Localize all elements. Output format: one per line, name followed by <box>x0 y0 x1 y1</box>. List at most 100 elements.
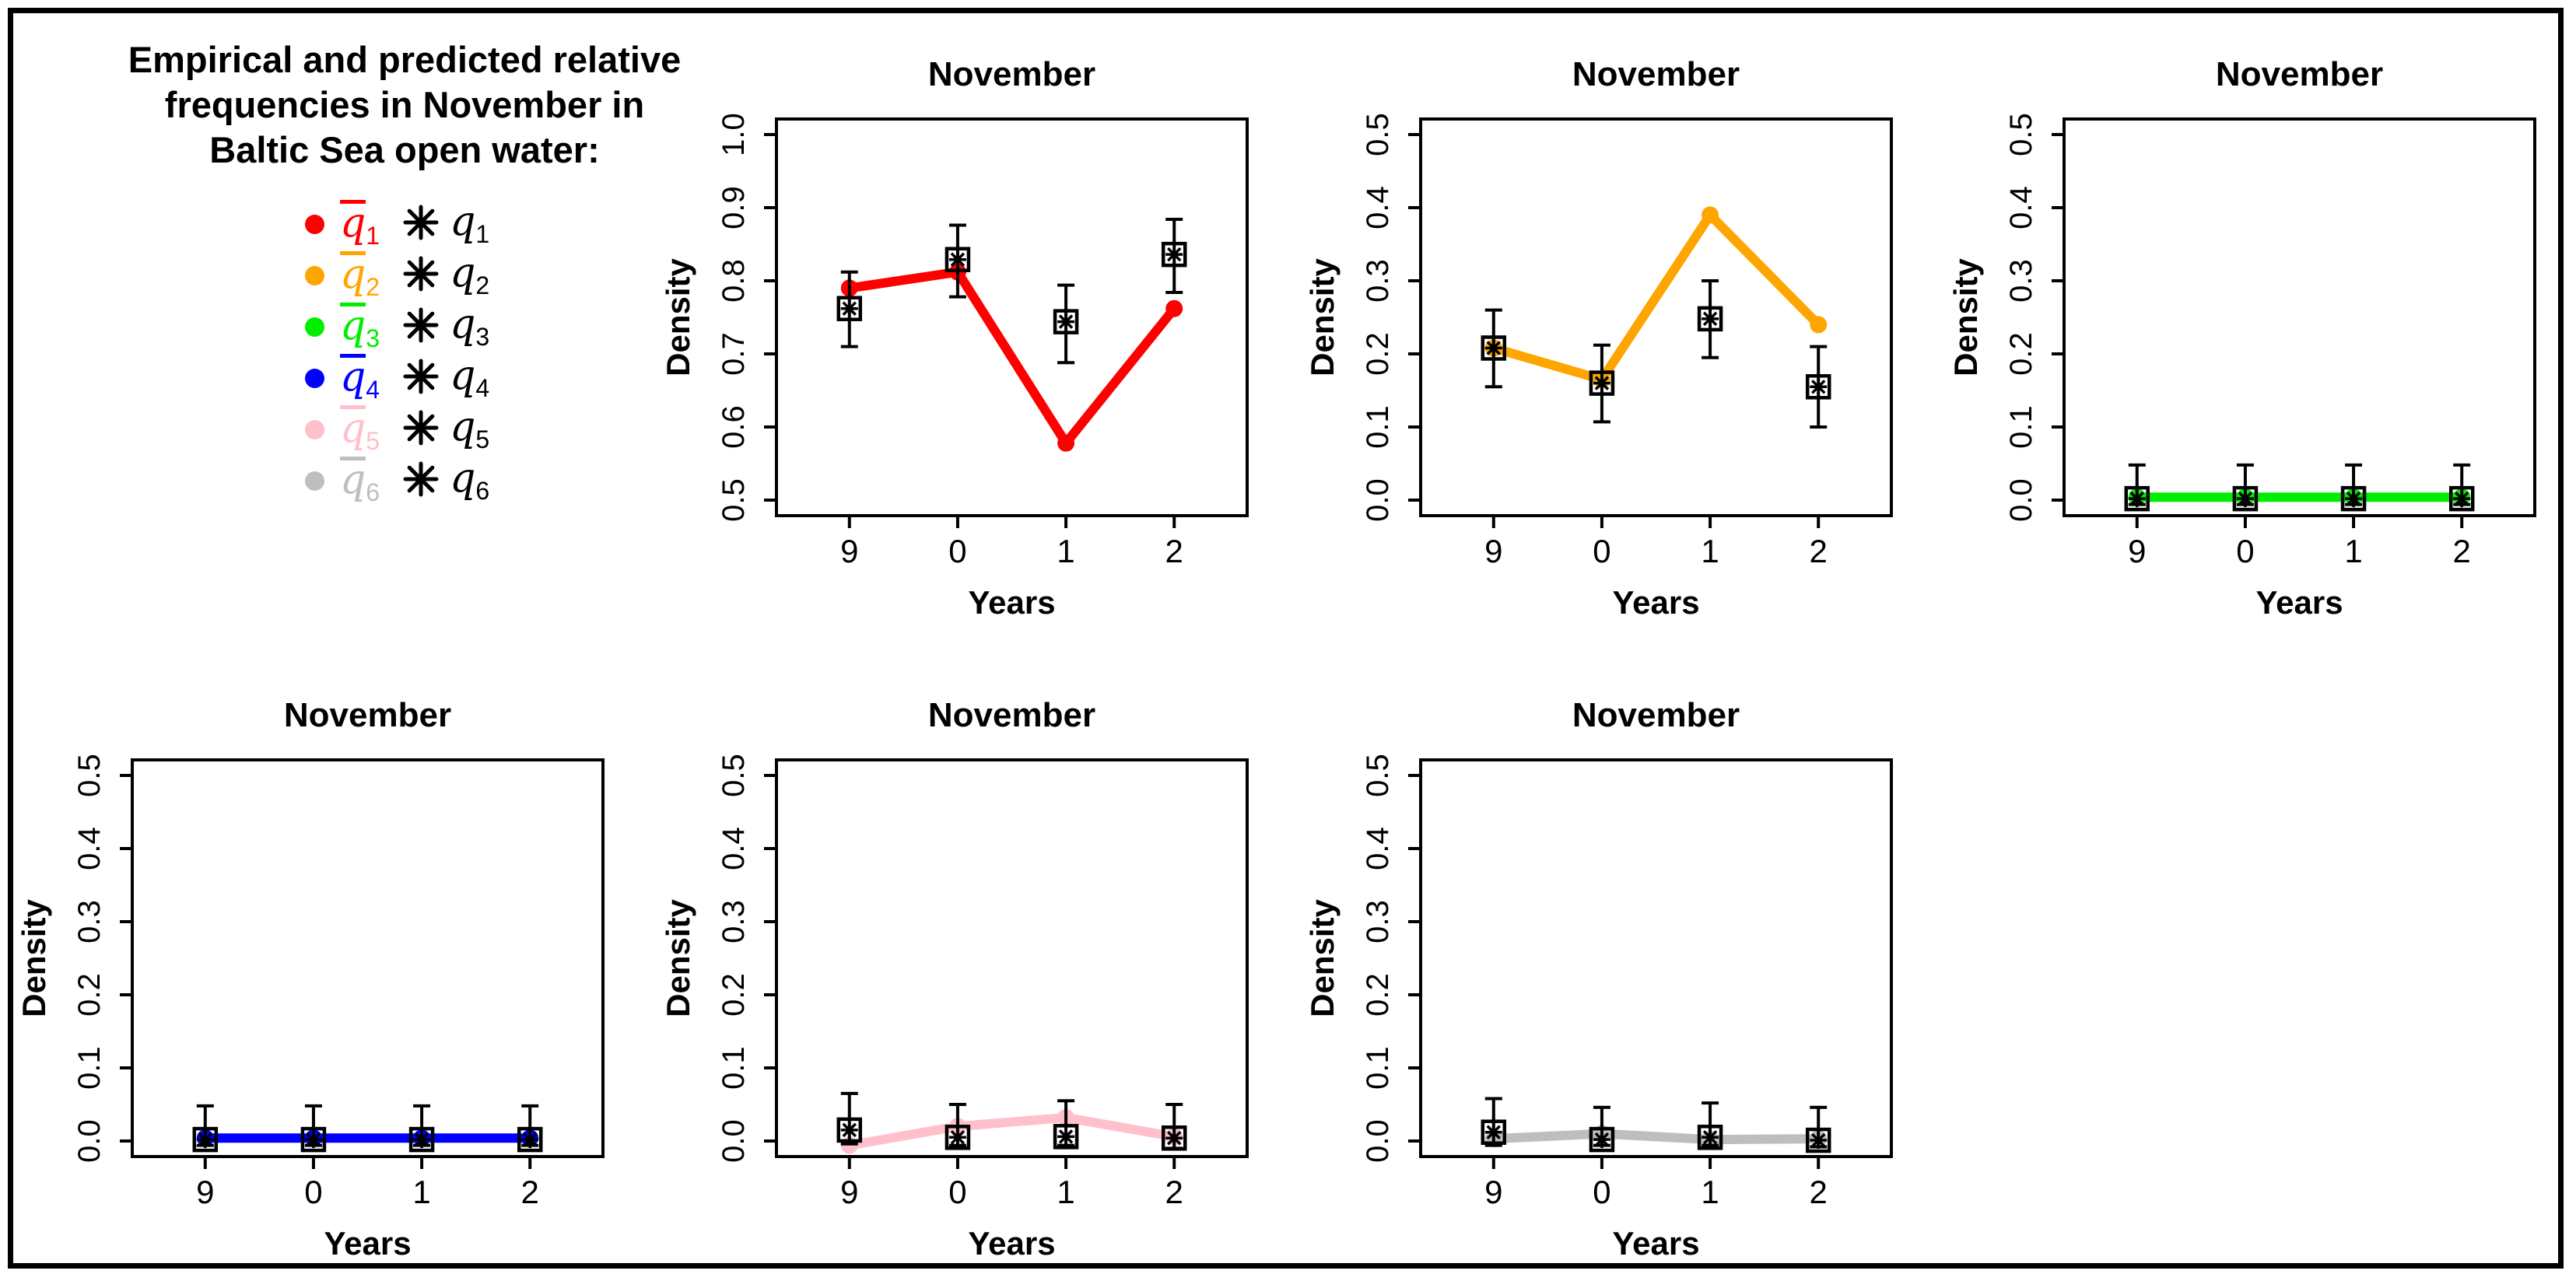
empirical-asterisk-marker <box>2238 491 2253 506</box>
qbar-glyph: q <box>340 457 366 503</box>
asterisk-stroke <box>407 208 435 236</box>
y-tick-label: 0.4 <box>1361 827 1395 870</box>
empirical-asterisk-marker <box>1594 1132 1610 1147</box>
legend-panel: Empirical and predicted relative frequen… <box>0 0 682 641</box>
predicted-point <box>1702 206 1719 224</box>
qbar-glyph: q <box>340 405 366 452</box>
panel-title: November <box>2216 55 2383 93</box>
x-tick-label: 1 <box>1701 533 1719 569</box>
qbar-glyph: q <box>340 200 366 247</box>
y-axis-label: Density <box>660 258 696 376</box>
empirical-asterisk-marker <box>1594 376 1610 390</box>
x-tick-label: 2 <box>1810 533 1828 569</box>
x-tick-label: 1 <box>1701 1174 1719 1210</box>
x-axis-label: Years <box>968 584 1055 621</box>
legend-index: 4 <box>475 374 490 402</box>
y-tick-label: 0.2 <box>717 973 751 1017</box>
empirical-asterisk-marker <box>1058 1129 1074 1144</box>
panel-title: November <box>284 696 451 734</box>
asterisk-icon <box>403 307 439 342</box>
empirical-asterisk-marker <box>522 1132 538 1147</box>
y-tick-label: 0.2 <box>2004 332 2038 376</box>
legend-empirical-label: q6 <box>450 458 489 503</box>
x-tick-label: 0 <box>2236 533 2254 569</box>
legend-index: 5 <box>366 427 380 455</box>
legend-empirical-label: q1 <box>450 201 489 247</box>
predicted-line <box>844 1112 1179 1150</box>
empirical-square-marker <box>192 1126 219 1153</box>
empirical-asterisk-marker <box>306 1132 321 1147</box>
empirical-square-marker <box>2124 485 2150 512</box>
legend-index: 2 <box>366 273 380 301</box>
empirical-square-marker <box>300 1126 327 1153</box>
y-tick-label: 0.5 <box>1361 754 1395 797</box>
empirical-asterisk-marker <box>1810 1132 1826 1148</box>
empirical-square-marker <box>2232 485 2259 512</box>
empirical-asterisk-marker <box>1486 341 1502 355</box>
y-tick-label: 0.0 <box>2004 478 2038 522</box>
y-tick-label: 0.7 <box>717 332 751 376</box>
empirical-square-marker <box>408 1126 435 1153</box>
plot-area-q1: November 0.5 0.6 0.7 0.8 0.9 1.0 9 0 1 2 Density Yea… <box>660 55 1249 621</box>
x-tick-label: 9 <box>1484 533 1502 569</box>
y-tick-label: 0.1 <box>1361 1046 1395 1090</box>
y-tick-label: 0.1 <box>717 1046 751 1090</box>
empirical-asterisk-marker <box>950 1130 966 1145</box>
predicted-dot-icon <box>305 265 324 285</box>
empirical-asterisk-marker <box>2454 491 2469 506</box>
empirical-asterisk-marker <box>1058 314 1074 329</box>
predicted-point <box>1165 299 1183 317</box>
y-axis-label: Density <box>660 899 696 1017</box>
asterisk-stroke <box>407 465 435 492</box>
legend-index: 2 <box>475 271 490 299</box>
x-axis-label: Years <box>324 1225 411 1262</box>
asterisk-icon-wrap <box>403 359 439 398</box>
legend-empirical-label: q2 <box>450 253 489 298</box>
empirical-square-marker <box>1697 306 1723 332</box>
predicted-dot-icon <box>305 419 324 439</box>
x-tick-label: 9 <box>1484 1174 1502 1210</box>
y-tick-label: 0.3 <box>2004 259 2038 303</box>
y-tick-label: 0.4 <box>717 827 751 870</box>
legend-predicted-label: q6 <box>340 457 380 505</box>
empirical-asterisk-marker <box>198 1132 213 1147</box>
y-tick-label: 0.2 <box>1361 332 1395 376</box>
empirical-square-marker <box>2448 485 2475 512</box>
y-tick-label: 0.0 <box>72 1119 107 1163</box>
empirical-asterisk-marker <box>1702 1130 1718 1145</box>
asterisk-icon <box>403 410 439 445</box>
empirical-asterisk-marker <box>1810 380 1826 394</box>
empirical-square-marker <box>1161 241 1187 268</box>
x-tick-label: 9 <box>840 533 858 569</box>
legend-item-q4: q4 q4 <box>305 354 489 402</box>
x-tick-label: 0 <box>948 533 966 569</box>
asterisk-icon-wrap <box>403 461 439 501</box>
x-tick-label: 1 <box>1057 533 1074 569</box>
q-glyph: q <box>450 352 476 399</box>
empirical-square-marker <box>1053 309 1079 334</box>
empirical-square-marker <box>1589 370 1615 396</box>
predicted-dot-icon <box>305 214 324 234</box>
q-glyph: q <box>450 198 476 245</box>
asterisk-icon <box>403 205 439 240</box>
plot-area-q5: November 0.0 0.1 0.2 0.3 0.4 0.5 9 0 1 2 Density Yea… <box>660 696 1249 1262</box>
x-tick-label: 0 <box>1593 533 1610 569</box>
figure-title: Empirical and predicted relative frequen… <box>54 37 755 173</box>
x-axis-label: Years <box>1612 584 1699 621</box>
legend-index: 1 <box>475 220 490 248</box>
x-tick-label: 1 <box>2344 533 2362 569</box>
figure-title-line-2: frequencies in November in <box>164 84 645 125</box>
empirical-asterisk-marker <box>1166 247 1182 262</box>
asterisk-icon <box>403 461 439 496</box>
empirical-square-marker <box>517 1126 543 1153</box>
empirical-asterisk-marker <box>2346 491 2361 506</box>
x-tick-label: 0 <box>304 1174 322 1210</box>
q-glyph: q <box>450 404 476 450</box>
panel-title: November <box>1572 55 1740 93</box>
predicted-point <box>1057 434 1075 452</box>
empirical-square-marker <box>836 1117 863 1143</box>
y-tick-label: 0.4 <box>2004 186 2038 229</box>
plot-box <box>1419 758 1893 1158</box>
x-tick-label: 1 <box>1057 1174 1074 1210</box>
